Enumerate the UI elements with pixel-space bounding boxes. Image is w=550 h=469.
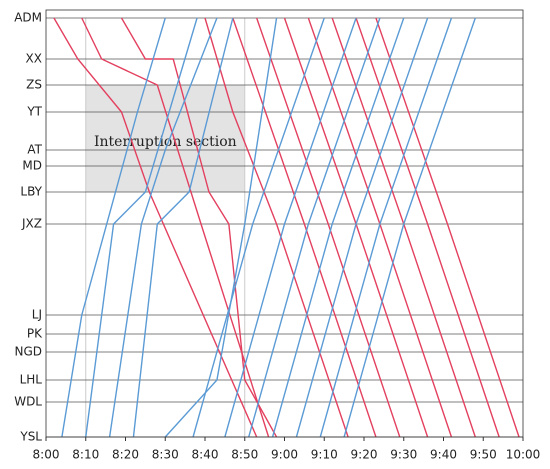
y-tick-label: ZS xyxy=(26,78,42,92)
train-path xyxy=(120,17,278,438)
x-tick-label: 9:20 xyxy=(351,448,378,462)
y-tick-label: YT xyxy=(26,105,42,119)
train-path xyxy=(343,17,476,438)
train-path xyxy=(61,17,166,438)
train-path xyxy=(192,17,325,438)
train-path xyxy=(319,17,453,438)
x-tick-label: 8:50 xyxy=(231,448,258,462)
x-tick-label: 9:30 xyxy=(390,448,417,462)
x-tick-label: 9:10 xyxy=(311,448,338,462)
train-path xyxy=(248,17,381,438)
train-path xyxy=(85,17,198,438)
y-tick-label: AT xyxy=(27,143,42,157)
train-path xyxy=(224,17,357,438)
y-tick-label: YSL xyxy=(19,430,42,444)
train-path xyxy=(53,17,258,438)
y-tick-label: ADM xyxy=(14,11,42,25)
train-path xyxy=(164,17,278,438)
train-path xyxy=(204,17,349,438)
train-path xyxy=(375,17,520,438)
x-tick-label: 8:30 xyxy=(152,448,179,462)
train-path xyxy=(132,17,234,438)
x-tick-label: 8:40 xyxy=(192,448,219,462)
train-path xyxy=(232,17,377,438)
y-tick-label: LBY xyxy=(20,185,42,199)
train-path xyxy=(108,17,218,438)
x-tick-label: 10:00 xyxy=(506,448,541,462)
train-path xyxy=(81,17,270,438)
y-tick-label: WDL xyxy=(14,395,42,409)
plot-frame xyxy=(45,9,524,438)
plot-lines xyxy=(53,17,520,438)
interruption-region xyxy=(85,85,245,192)
y-tick-label: LHL xyxy=(20,373,43,387)
y-tick-label: PK xyxy=(27,327,43,341)
y-tick-label: NGD xyxy=(14,345,42,359)
y-tick-label: XX xyxy=(26,52,42,66)
train-path xyxy=(271,17,405,438)
x-tick-label: 8:00 xyxy=(33,448,60,462)
x-tick-label: 8:10 xyxy=(72,448,99,462)
x-tick-label: 8:20 xyxy=(112,448,139,462)
x-tick-label: 9:40 xyxy=(430,448,457,462)
train-path xyxy=(355,17,500,438)
train-path xyxy=(295,17,429,438)
y-tick-label: JXZ xyxy=(21,217,42,231)
y-tick-label: MD xyxy=(22,159,42,173)
x-tick-label: 9:50 xyxy=(470,448,497,462)
annotation: Interruption section xyxy=(94,134,237,150)
x-tick-label: 9:00 xyxy=(271,448,298,462)
train-path xyxy=(256,17,401,438)
y-tick-label: LJ xyxy=(32,308,42,322)
